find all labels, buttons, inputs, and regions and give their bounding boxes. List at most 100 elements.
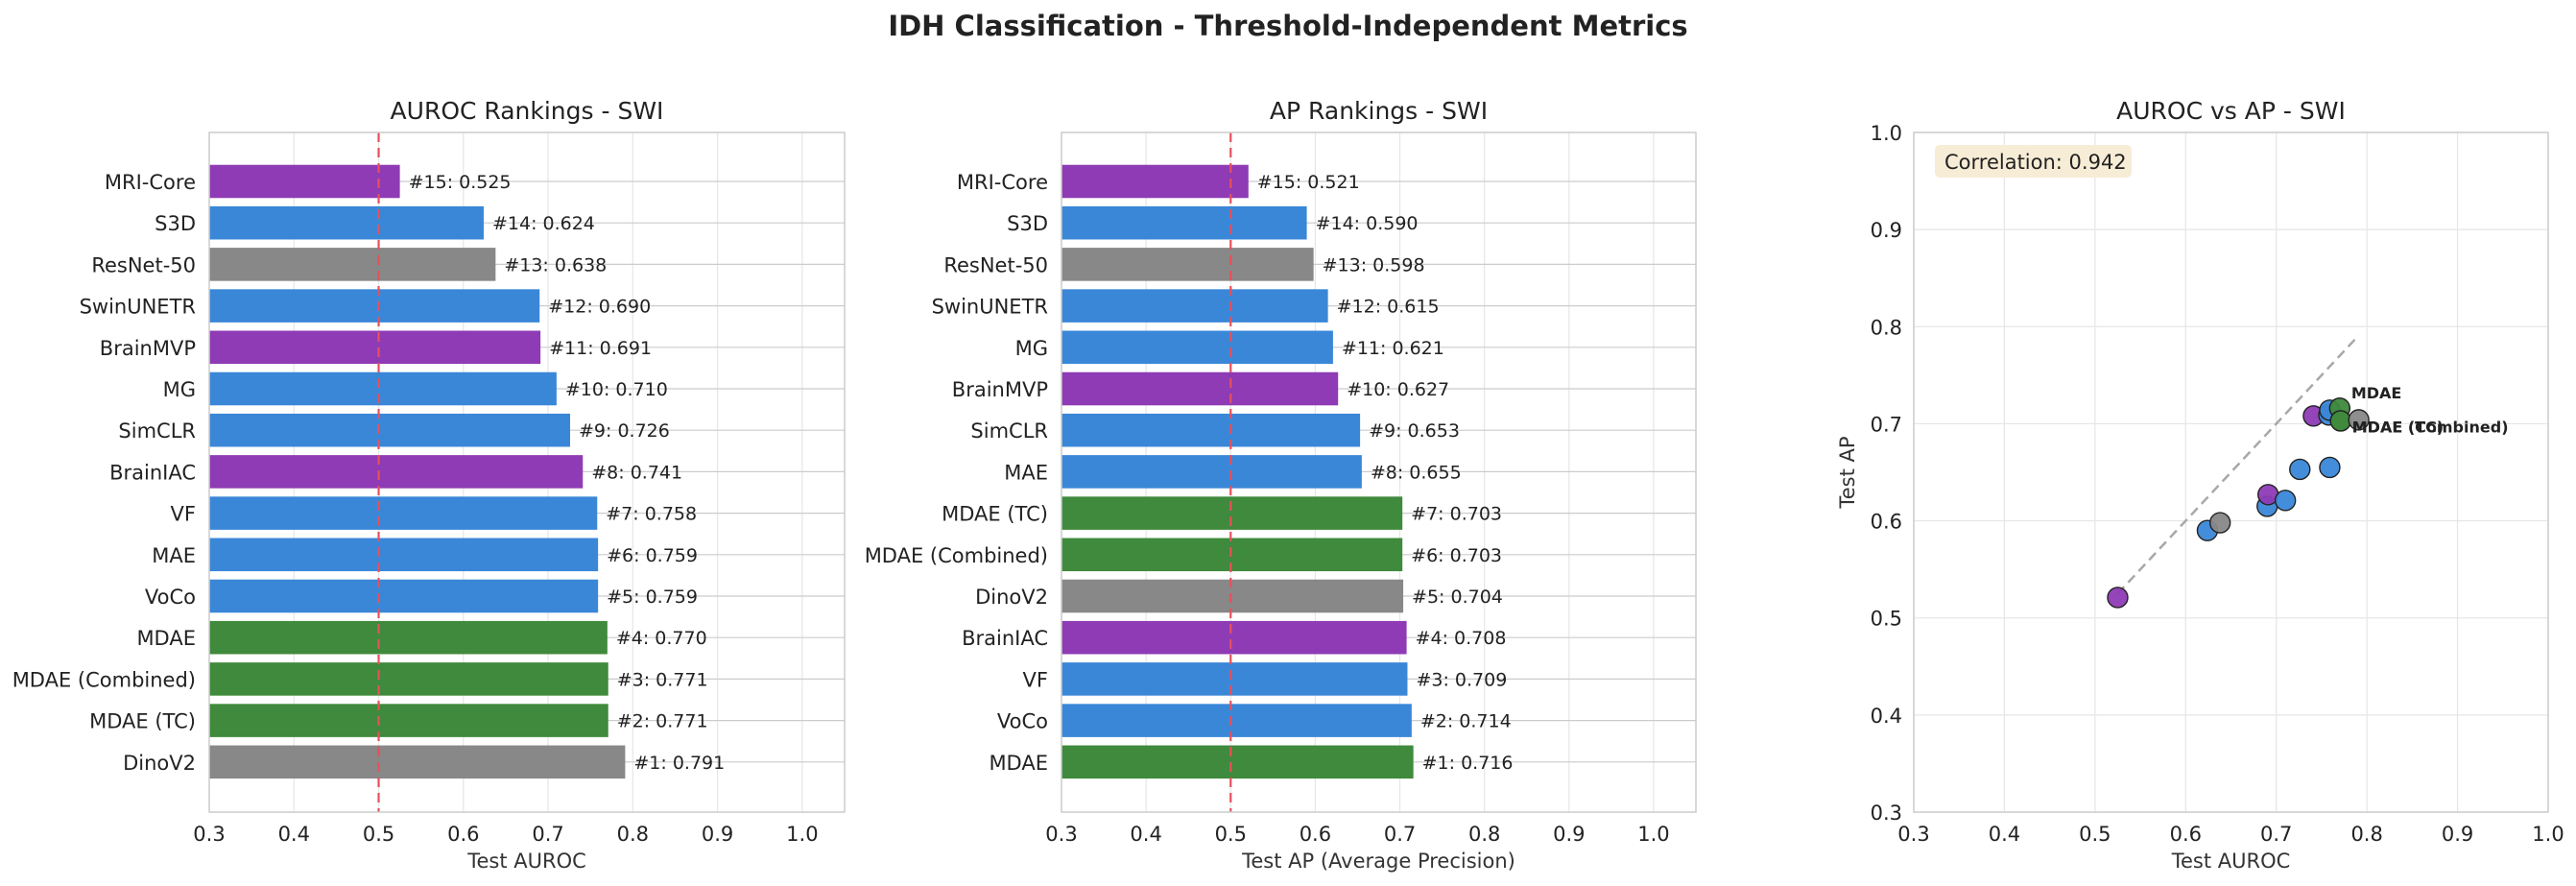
y-tick-label: MDAE — [989, 752, 1048, 775]
bar-mdae-tc- — [1061, 496, 1403, 530]
bar-mdae-combined- — [209, 662, 608, 696]
bar-simclr — [1061, 413, 1361, 447]
scatter-point — [2107, 587, 2129, 609]
bar-value-label: #9: 0.726 — [579, 420, 670, 442]
bar-vf — [1061, 662, 1408, 696]
bar-mae — [209, 538, 599, 572]
bar-mri-core — [209, 164, 400, 199]
panel-title: AUROC vs AP - SWI — [2116, 97, 2346, 125]
bar-value-label: #15: 0.525 — [409, 172, 512, 193]
bar-dinov2 — [209, 745, 626, 779]
bar-swinunetr — [1061, 289, 1328, 323]
bar-value-label: #14: 0.624 — [492, 213, 595, 234]
panel-title: AP Rankings - SWI — [1270, 97, 1488, 125]
y-tick-label: VF — [1023, 668, 1048, 691]
y-tick-label: MG — [163, 378, 196, 401]
scatter-panel: MDAE MDAE (TC)MDAE (Combined) 0.3 0.4 0.5 0.6… — [1836, 97, 2564, 873]
x-tick-label: 0.4 — [278, 823, 310, 846]
y-tick-label: MDAE — [136, 627, 196, 650]
bar-s3d — [1061, 205, 1307, 240]
bar-resnet-50 — [209, 248, 496, 281]
bar-mg — [209, 371, 557, 406]
bar-value-label: #7: 0.758 — [606, 504, 697, 525]
x-tick-label: 0.4 — [1989, 823, 2020, 846]
bar-value-label: #1: 0.716 — [1422, 753, 1514, 774]
y-tick-label: 1.0 — [1871, 122, 1902, 145]
correlation-box — [1935, 145, 2132, 178]
bar-value-label: #11: 0.691 — [549, 338, 652, 359]
bar-panel-2: #15: 0.521 MRI-Core #14: 0.590 S3D #13: 0.59… — [865, 97, 1697, 873]
bar-swinunetr — [209, 289, 540, 323]
y-tick-label: SimCLR — [118, 419, 196, 443]
y-tick-label: DinoV2 — [123, 752, 196, 775]
bar-mri-core — [1061, 164, 1249, 199]
bar-value-label: #11: 0.621 — [1342, 338, 1444, 359]
y-tick-label: BrainMVP — [100, 337, 196, 360]
y-tick-label: 0.3 — [1871, 802, 1902, 825]
bar-value-label: #13: 0.598 — [1323, 254, 1425, 275]
bar-mdae — [1061, 745, 1414, 779]
bar-resnet-50 — [1061, 248, 1314, 281]
x-tick-label: 0.7 — [532, 823, 563, 846]
x-tick-label: 0.5 — [363, 823, 394, 846]
bar-value-label: #4: 0.770 — [616, 628, 707, 649]
bar-voco — [209, 579, 599, 613]
x-tick-label: 0.8 — [2350, 823, 2382, 846]
diagonal-line — [2116, 334, 2360, 595]
x-tick-label: 0.9 — [1553, 823, 1585, 846]
y-tick-label: ResNet-50 — [943, 253, 1048, 276]
y-tick-label: MDAE (Combined) — [12, 668, 196, 691]
x-tick-label: 0.6 — [2170, 823, 2202, 846]
bar-value-label: #6: 0.759 — [607, 545, 698, 566]
y-tick-label: MG — [1015, 337, 1048, 360]
x-tick-label: 0.8 — [1468, 823, 1500, 846]
scatter-point — [2329, 410, 2351, 432]
bar-value-label: #9: 0.653 — [1369, 420, 1460, 442]
bar-value-label: #3: 0.709 — [1416, 669, 1507, 690]
bar-value-label: #12: 0.690 — [548, 297, 651, 318]
bar-value-label: #5: 0.759 — [607, 587, 698, 608]
y-tick-label: 0.9 — [1871, 219, 1902, 242]
point-annotation: MDAE — [2351, 384, 2402, 402]
bar-mdae-tc- — [209, 704, 608, 737]
bar-brainiac — [1061, 620, 1407, 655]
bar-value-label: #6: 0.703 — [1411, 545, 1502, 566]
y-tick-label: 0.4 — [1871, 705, 1902, 728]
bar-voco — [1061, 704, 1412, 737]
bar-value-label: #5: 0.704 — [1412, 587, 1503, 608]
y-tick-label: BrainIAC — [962, 627, 1048, 650]
panel-title: AUROC Rankings - SWI — [391, 97, 664, 125]
y-tick-label: MRI-Core — [957, 171, 1048, 194]
y-tick-label: 0.8 — [1871, 316, 1902, 339]
bar-panel-1: #15: 0.525 MRI-Core #14: 0.624 S3D #13: 0.63… — [12, 97, 846, 873]
y-tick-label: MDAE (TC) — [942, 503, 1048, 526]
bar-value-label: #1: 0.791 — [633, 753, 725, 774]
y-tick-label: MRI-Core — [105, 171, 196, 194]
figure-title: IDH Classification - Threshold-Independe… — [888, 10, 1687, 42]
point-annotation: MDAE (TC) — [2352, 418, 2444, 436]
bar-value-label: #4: 0.708 — [1416, 628, 1507, 649]
y-tick-label: MDAE (Combined) — [865, 544, 1048, 567]
bar-value-label: #14: 0.590 — [1316, 213, 1419, 234]
bar-s3d — [209, 205, 484, 240]
point-annotation: MDAE (Combined) — [2352, 418, 2509, 436]
bar-value-label: #2: 0.771 — [617, 711, 708, 732]
bar-value-label: #3: 0.771 — [617, 669, 708, 690]
y-tick-label: 0.6 — [1871, 511, 1902, 534]
bar-value-label: #10: 0.627 — [1347, 379, 1449, 400]
x-tick-label: 0.9 — [702, 823, 733, 846]
x-tick-label: 1.0 — [1637, 823, 1669, 846]
x-tick-label: 0.7 — [2260, 823, 2292, 846]
axes-frame — [1061, 132, 1697, 813]
y-tick-label: VF — [171, 503, 196, 526]
axes-frame — [1913, 132, 2549, 813]
x-tick-label: 0.3 — [193, 823, 225, 846]
bar-value-label: #8: 0.741 — [591, 462, 682, 483]
x-tick-label: 0.3 — [1045, 823, 1077, 846]
y-tick-label: DinoV2 — [975, 586, 1048, 609]
y-tick-label: BrainIAC — [109, 461, 196, 484]
x-axis-label: Test AUROC — [2171, 850, 2291, 873]
x-tick-label: 0.6 — [447, 823, 479, 846]
